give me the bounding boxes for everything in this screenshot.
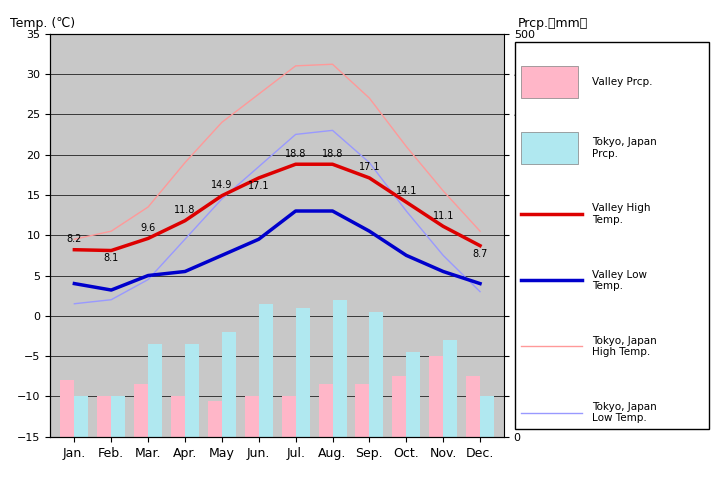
Text: Temp. (℃): Temp. (℃) bbox=[9, 17, 75, 30]
Text: 11.8: 11.8 bbox=[174, 205, 196, 215]
Bar bbox=[333, 300, 346, 437]
Text: 17.1: 17.1 bbox=[359, 162, 380, 172]
Bar bbox=[356, 384, 369, 437]
Text: Prcp.（mm）: Prcp.（mm） bbox=[518, 17, 588, 30]
Bar bbox=[369, 312, 384, 437]
Bar bbox=[318, 384, 333, 437]
Text: 14.9: 14.9 bbox=[211, 180, 233, 190]
Bar bbox=[112, 396, 125, 437]
Text: 17.1: 17.1 bbox=[248, 181, 269, 191]
Bar bbox=[148, 344, 162, 437]
Bar bbox=[245, 396, 258, 437]
Bar bbox=[406, 352, 420, 437]
Text: Valley High
Temp.: Valley High Temp. bbox=[592, 204, 650, 225]
Text: Valley Prcp.: Valley Prcp. bbox=[592, 77, 652, 87]
Text: 9.6: 9.6 bbox=[140, 223, 156, 233]
Bar bbox=[97, 396, 112, 437]
Bar bbox=[222, 332, 236, 437]
Text: Tokyo, Japan
High Temp.: Tokyo, Japan High Temp. bbox=[592, 336, 657, 357]
Bar bbox=[480, 396, 494, 437]
Bar bbox=[392, 376, 406, 437]
Bar bbox=[74, 396, 89, 437]
Text: 18.8: 18.8 bbox=[285, 149, 306, 158]
Bar bbox=[60, 380, 74, 437]
Text: 14.1: 14.1 bbox=[395, 187, 417, 196]
Text: 8.7: 8.7 bbox=[472, 249, 487, 259]
Text: 11.1: 11.1 bbox=[433, 211, 454, 221]
FancyBboxPatch shape bbox=[521, 66, 577, 98]
Text: Tokyo, Japan
Low Temp.: Tokyo, Japan Low Temp. bbox=[592, 402, 657, 423]
Bar bbox=[429, 356, 443, 437]
Text: 18.8: 18.8 bbox=[322, 149, 343, 158]
Bar bbox=[282, 396, 296, 437]
Bar bbox=[134, 384, 148, 437]
FancyBboxPatch shape bbox=[521, 132, 577, 164]
FancyBboxPatch shape bbox=[516, 42, 708, 429]
Bar bbox=[296, 308, 310, 437]
Bar bbox=[208, 400, 222, 437]
Text: 8.1: 8.1 bbox=[104, 253, 119, 264]
Bar bbox=[466, 376, 480, 437]
Bar bbox=[258, 304, 273, 437]
Text: Valley Low
Temp.: Valley Low Temp. bbox=[592, 270, 647, 291]
Bar bbox=[185, 344, 199, 437]
Bar bbox=[443, 340, 457, 437]
Text: Tokyo, Japan
Prcp.: Tokyo, Japan Prcp. bbox=[592, 137, 657, 159]
Bar bbox=[171, 396, 185, 437]
Text: 8.2: 8.2 bbox=[67, 234, 82, 244]
